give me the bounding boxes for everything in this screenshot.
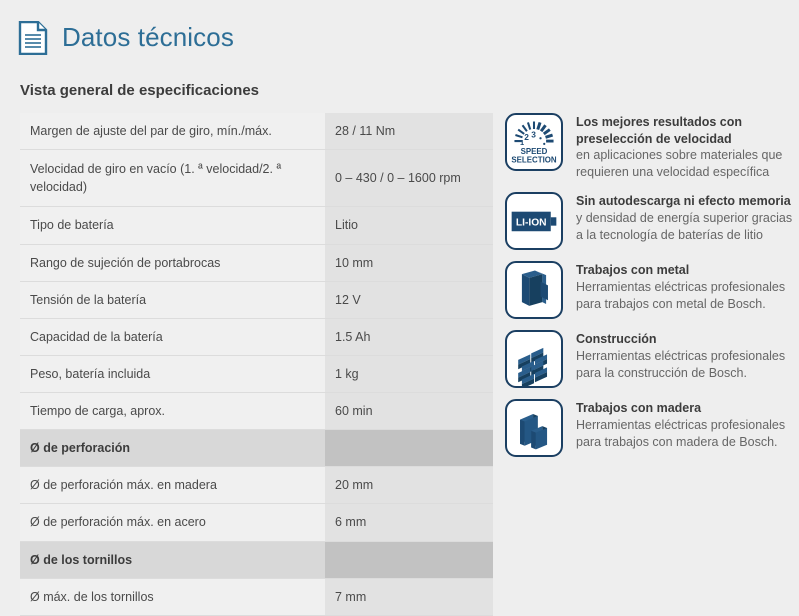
- feature-text: Trabajos con madera Herramientas eléctric…: [576, 399, 799, 451]
- spec-label: Ø máx. de los tornillos: [20, 578, 325, 616]
- table-row: Peso, batería incluida 1 kg: [20, 355, 493, 394]
- spec-label: Ø de los tornillos: [20, 541, 325, 579]
- table-row: Tiempo de carga, aprox. 60 min: [20, 392, 493, 431]
- table-row: Rango de sujeción de portabrocas 10 mm: [20, 244, 493, 282]
- table-group-row: Ø de los tornillos: [20, 541, 493, 579]
- content-area: Margen de ajuste del par de giro, mín./m…: [0, 99, 799, 616]
- table-row: Tipo de batería Litio: [20, 206, 493, 245]
- spec-value: [325, 541, 493, 579]
- table-row: Ø de perforación máx. en madera 20 mm: [20, 466, 493, 505]
- spec-value: 60 min: [325, 392, 493, 431]
- table-row: Margen de ajuste del par de giro, mín./m…: [20, 113, 493, 151]
- spec-value: 10 mm: [325, 244, 493, 282]
- feature-item: Construcción Herramientas eléctricas prof…: [505, 330, 799, 388]
- spec-label: Tensión de la batería: [20, 281, 325, 319]
- feature-text: Trabajos con metal Herramientas eléctrica…: [576, 261, 799, 313]
- feature-description: Herramientas eléctricas profesionales pa…: [576, 348, 786, 380]
- spec-value: 1.5 Ah: [325, 318, 493, 356]
- feature-title: Los mejores resultados con preselección …: [576, 115, 743, 146]
- document-icon: [18, 20, 48, 56]
- spec-value: 28 / 11 Nm: [325, 113, 493, 151]
- svg-text:2: 2: [524, 132, 529, 142]
- spec-label: Rango de sujeción de portabrocas: [20, 244, 325, 282]
- spec-label: Ø de perforación: [20, 429, 325, 468]
- spec-value: 1 kg: [325, 355, 493, 394]
- section-heading: Vista general de especificaciones: [20, 82, 260, 99]
- page-title: Datos técnicos: [62, 21, 234, 52]
- feature-text: Los mejores resultados con preselección …: [576, 113, 799, 181]
- spec-label: Capacidad de la batería: [20, 318, 325, 356]
- wood-boards-icon: [505, 399, 563, 457]
- svg-text:LI-ION: LI-ION: [516, 218, 547, 229]
- feature-title: Sin autodescarga ni efecto memoria: [576, 194, 791, 208]
- specifications-table-body: Margen de ajuste del par de giro, mín./m…: [20, 113, 493, 616]
- spec-value: 7 mm: [325, 578, 493, 616]
- spec-label: Margen de ajuste del par de giro, mín./m…: [20, 113, 325, 151]
- table-row: Ø máx. de los tornillos 7 mm: [20, 578, 493, 616]
- spec-value: 6 mm: [325, 503, 493, 542]
- feature-item: Trabajos con madera Herramientas eléctric…: [505, 399, 799, 457]
- brick-wall-icon: [505, 330, 563, 388]
- feature-item: LI-ION Sin autodescarga ni efecto memoria…: [505, 192, 799, 250]
- spec-label: Ø de perforación máx. en acero: [20, 503, 325, 542]
- spec-label: Tiempo de carga, aprox.: [20, 392, 325, 431]
- svg-text:1: 1: [520, 138, 524, 147]
- spec-value: 0 – 430 / 0 – 1600 rpm: [325, 149, 493, 208]
- speed-selection-icon: 1 2 3 SPEED SELECTION: [505, 113, 563, 171]
- table-row: Ø de perforación máx. en acero 6 mm: [20, 503, 493, 542]
- specifications-column: Margen de ajuste del par de giro, mín./m…: [0, 113, 493, 616]
- table-row: Capacidad de la batería 1.5 Ah: [20, 318, 493, 356]
- feature-description: en aplicaciones sobre materiales que req…: [576, 148, 783, 179]
- feature-text: Construcción Herramientas eléctricas prof…: [576, 330, 799, 382]
- spec-label: Peso, batería incluida: [20, 355, 325, 394]
- feature-item: Trabajos con metal Herramientas eléctrica…: [505, 261, 799, 319]
- feature-title: Trabajos con madera: [576, 401, 702, 415]
- spec-label: Ø de perforación máx. en madera: [20, 466, 325, 505]
- metal-beam-icon: [505, 261, 563, 319]
- svg-text:SPEED: SPEED: [521, 147, 548, 156]
- spec-value: Litio: [325, 206, 493, 245]
- table-row: Velocidad de giro en vacío (1. ª velocid…: [20, 149, 493, 208]
- svg-text:SELECTION: SELECTION: [511, 155, 557, 164]
- feature-item: 1 2 3 SPEED SELECTION Los mejores resultados …: [505, 113, 799, 181]
- table-group-row: Ø de perforación: [20, 429, 493, 468]
- svg-text:3: 3: [531, 129, 536, 139]
- spec-value: 12 V: [325, 281, 493, 319]
- spec-value: [325, 429, 493, 468]
- feature-description: y densidad de energía superior gracias a…: [576, 210, 793, 242]
- feature-description: Herramientas eléctricas profesionales pa…: [576, 417, 786, 449]
- li-ion-battery-icon: LI-ION: [505, 192, 563, 250]
- features-column: 1 2 3 SPEED SELECTION Los mejores resultados …: [493, 113, 799, 468]
- spec-value: 20 mm: [325, 466, 493, 505]
- page-header: Datos técnicos: [0, 0, 799, 62]
- table-row: Tensión de la batería 12 V: [20, 281, 493, 319]
- specifications-table: Margen de ajuste del par de giro, mín./m…: [20, 113, 493, 616]
- feature-title: Trabajos con metal: [576, 263, 690, 277]
- feature-title: Construcción: [576, 332, 657, 346]
- feature-description: Herramientas eléctricas profesionales pa…: [576, 279, 786, 311]
- spec-label: Velocidad de giro en vacío (1. ª velocid…: [20, 149, 325, 208]
- feature-text: Sin autodescarga ni efecto memoria y dens…: [576, 192, 799, 244]
- spec-label: Tipo de batería: [20, 206, 325, 245]
